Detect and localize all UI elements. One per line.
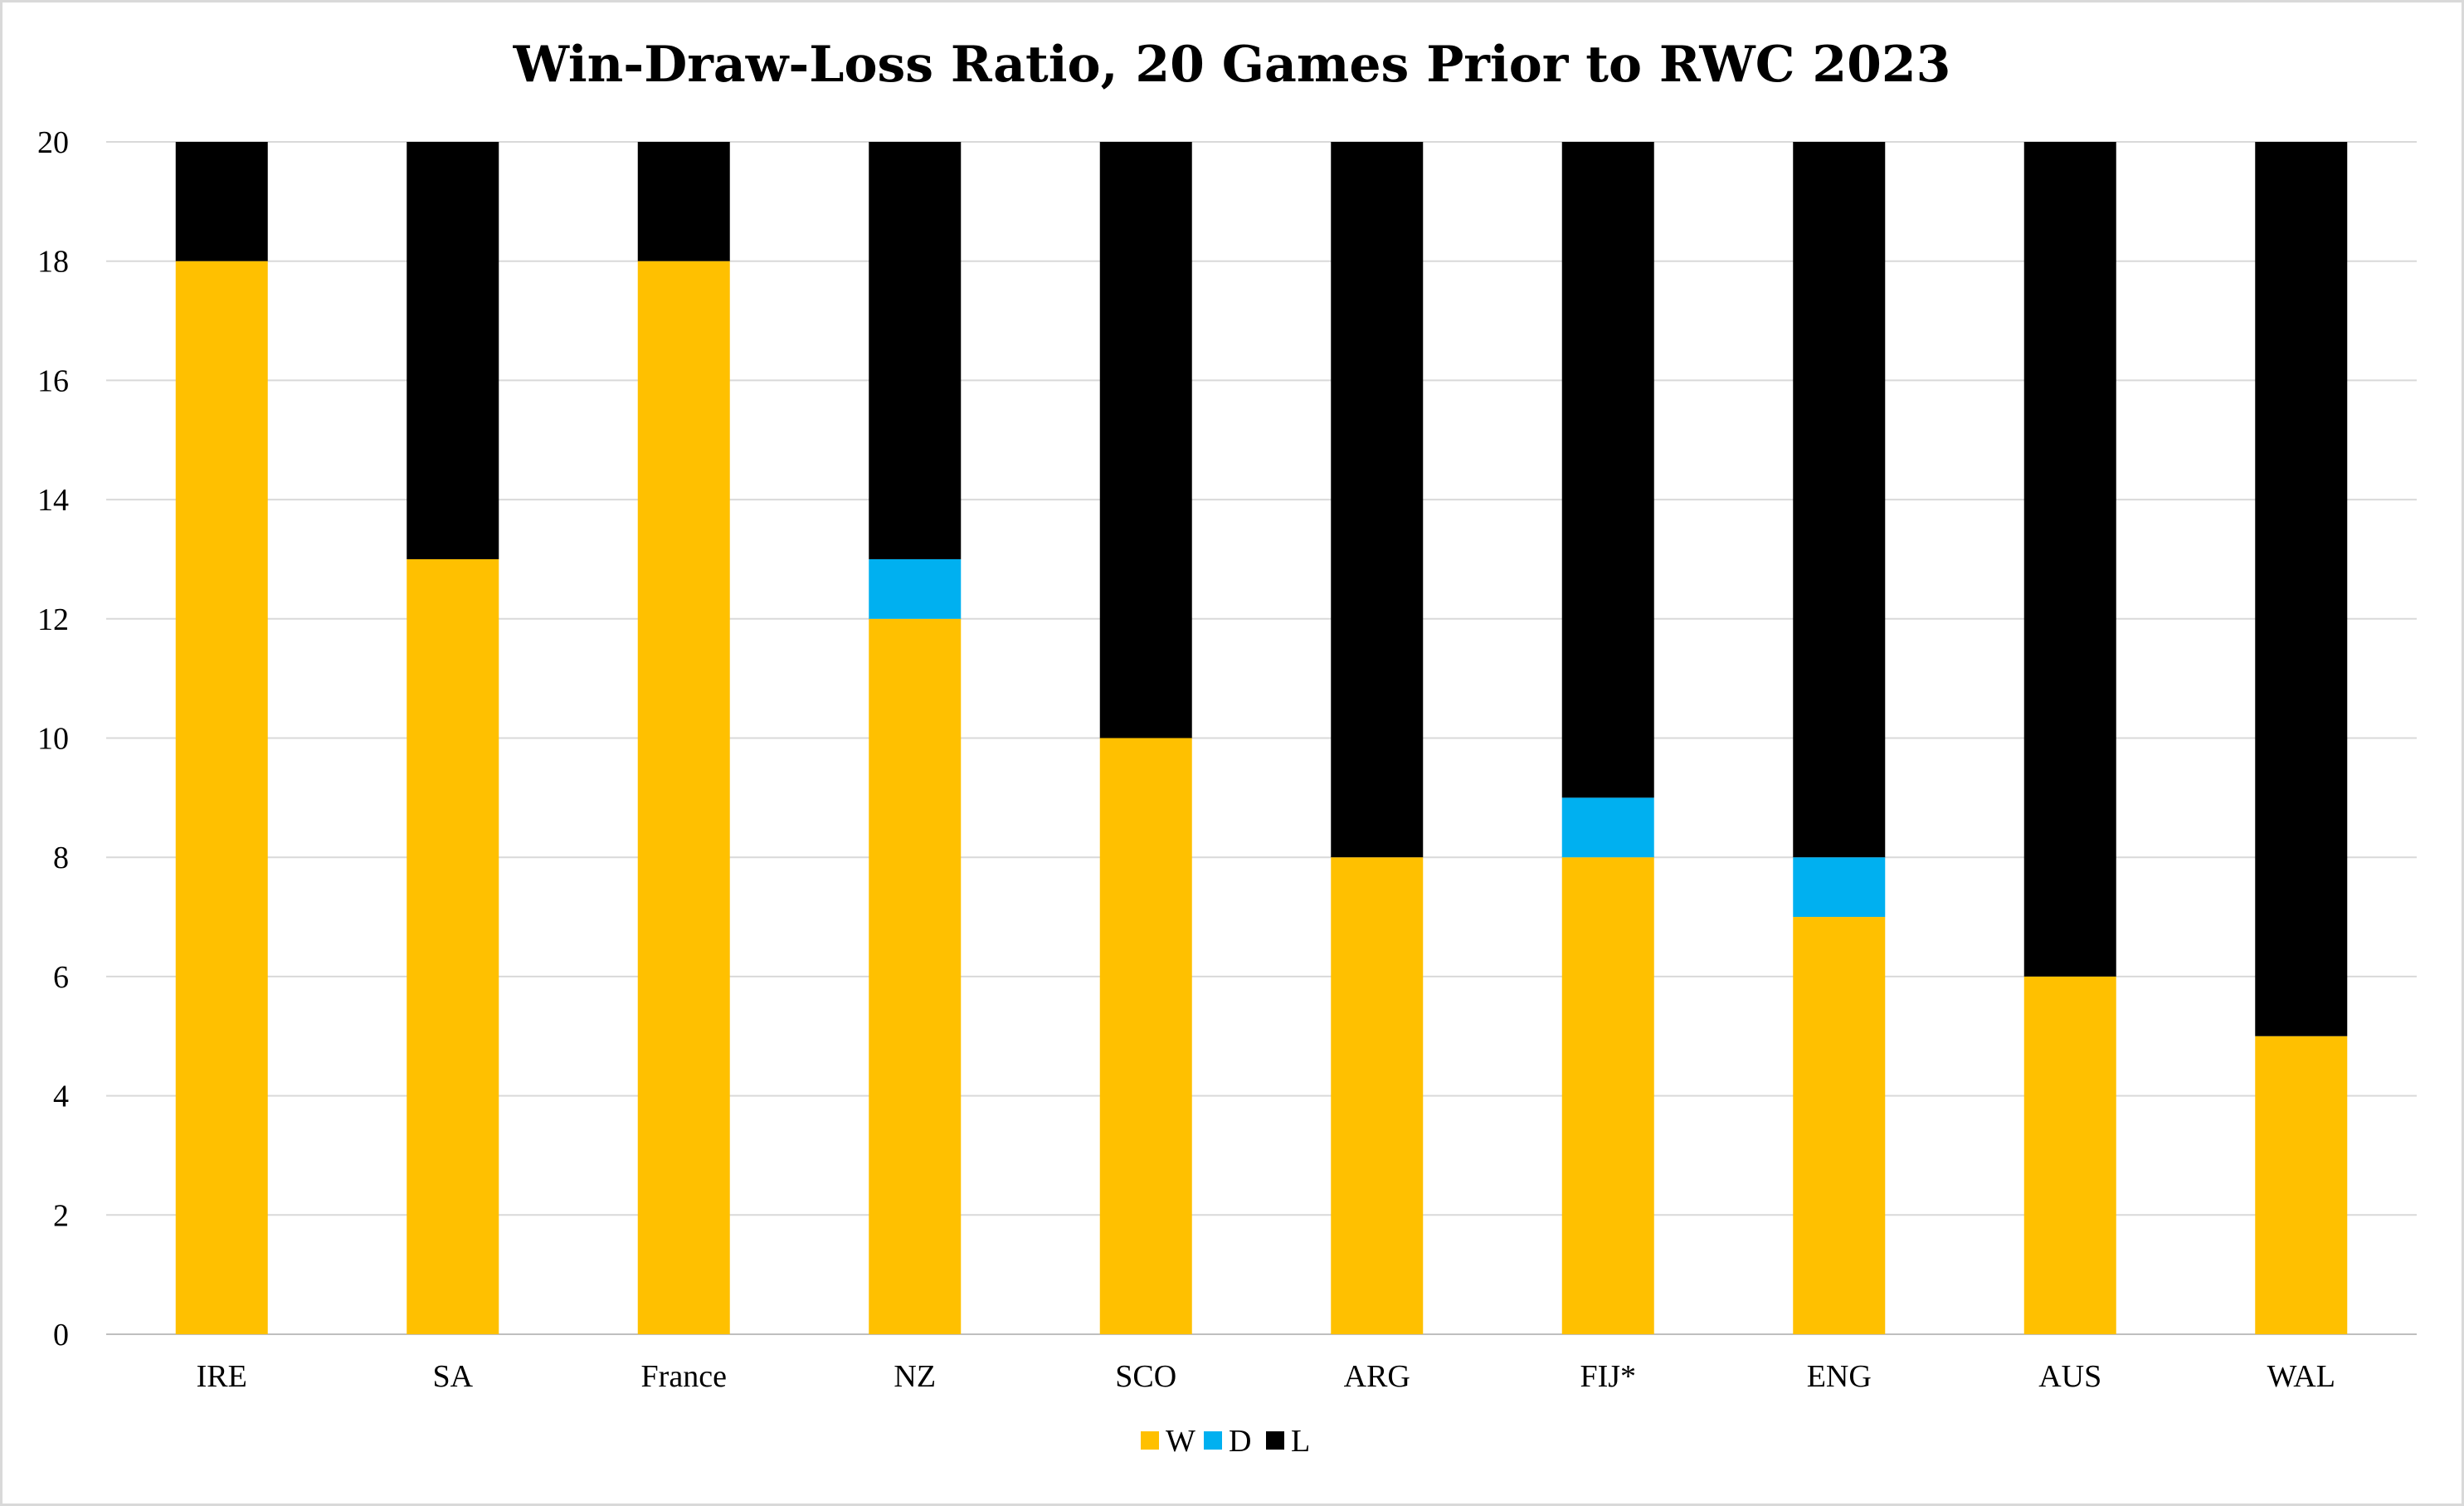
bar-w-4 — [1099, 738, 1192, 1334]
y-tick-label: 6 — [53, 960, 69, 995]
y-tick-label: 14 — [37, 483, 69, 518]
bar-l-6 — [1561, 142, 1654, 798]
y-tick-label: 0 — [53, 1318, 69, 1352]
y-tick-label: 2 — [53, 1198, 69, 1233]
x-tick-label: SCO — [1115, 1359, 1176, 1394]
bar-w-5 — [1331, 857, 1424, 1334]
x-tick-label: WAL — [2267, 1359, 2335, 1394]
y-tick-label: 12 — [37, 602, 69, 637]
y-tick-label: 8 — [53, 841, 69, 875]
bar-l-0 — [175, 142, 268, 261]
bar-l-7 — [1793, 142, 1886, 858]
bar-l-4 — [1099, 142, 1192, 738]
bar-w-2 — [637, 261, 730, 1335]
x-tick-label: ARG — [1344, 1359, 1410, 1394]
bar-w-9 — [2255, 1036, 2348, 1334]
legend-swatch-w — [1141, 1431, 1159, 1450]
bar-l-8 — [2023, 142, 2116, 977]
bar-w-8 — [2023, 976, 2116, 1334]
bar-d-6 — [1561, 797, 1654, 858]
legend-label-w: W — [1166, 1424, 1195, 1459]
x-tick-label: SA — [432, 1359, 473, 1394]
x-tick-label: AUS — [2038, 1359, 2101, 1394]
x-axis: IRE SA France NZ SCO ARG FIJ* ENG AUS WAL — [197, 1359, 2335, 1394]
bar-w-0 — [175, 261, 268, 1335]
y-tick-label: 4 — [53, 1080, 69, 1114]
legend-swatch-l — [1266, 1431, 1284, 1450]
x-tick-label: NZ — [894, 1359, 936, 1394]
bar-w-7 — [1793, 917, 1886, 1334]
y-tick-label: 18 — [37, 245, 69, 280]
x-tick-label: FIJ* — [1580, 1359, 1636, 1394]
legend-label-l: L — [1291, 1424, 1310, 1459]
bar-w-1 — [407, 558, 499, 1334]
bar-l-5 — [1331, 142, 1424, 858]
legend-swatch-d — [1204, 1431, 1222, 1450]
bar-l-3 — [869, 142, 962, 559]
bar-w-6 — [1561, 857, 1654, 1334]
legend-label-d: D — [1229, 1424, 1251, 1459]
x-tick-label: IRE — [197, 1359, 247, 1394]
bar-l-2 — [637, 142, 730, 261]
bar-l-1 — [407, 142, 499, 559]
x-tick-label: France — [641, 1359, 727, 1394]
y-tick-label: 10 — [37, 722, 69, 757]
chart-title: Win-Draw-Loss Ratio, 20 Games Prior to R… — [513, 36, 1951, 94]
y-tick-label: 16 — [37, 363, 69, 398]
bar-d-3 — [869, 558, 962, 619]
y-axis: 0 2 4 6 8 10 12 14 16 18 20 — [37, 125, 69, 1352]
bar-l-9 — [2255, 142, 2348, 1036]
y-tick-label: 20 — [37, 125, 69, 160]
bar-w-3 — [869, 618, 962, 1334]
bars — [175, 142, 2348, 1335]
x-tick-label: ENG — [1807, 1359, 1872, 1394]
bar-d-7 — [1793, 857, 1886, 918]
